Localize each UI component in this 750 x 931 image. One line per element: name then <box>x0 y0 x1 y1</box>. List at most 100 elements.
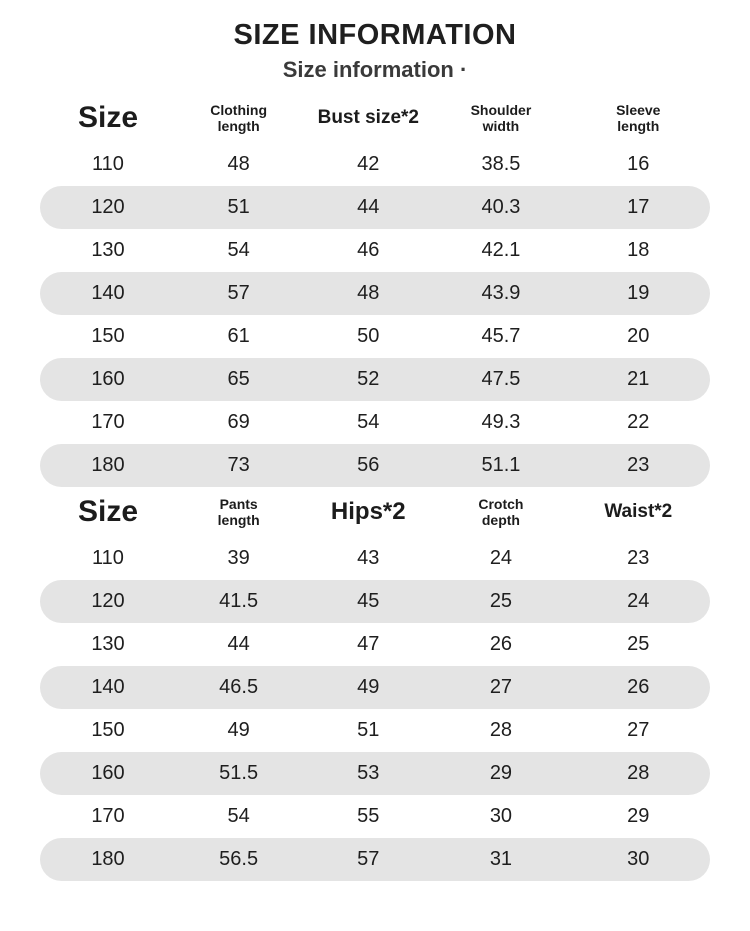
table-row: 160 51.5 53 29 28 <box>40 752 710 796</box>
table-cell: 19 <box>627 282 650 305</box>
table-cell: 22 <box>627 411 650 434</box>
table-cell: 120 <box>91 196 125 219</box>
table-cell: 42.1 <box>481 239 521 262</box>
header-row: Size Pants length Hips*2 Crotch depth Waist*… <box>40 487 710 537</box>
column-header: Pants length <box>217 496 260 529</box>
table-row: 150 49 51 28 27 <box>40 709 710 752</box>
table-cell: 48 <box>227 153 250 176</box>
table-cell: 47 <box>357 633 380 656</box>
page-subtitle: Size information · <box>282 56 468 82</box>
table-cell: 44 <box>357 196 380 219</box>
table-cell: 160 <box>91 762 125 785</box>
table-cell: 28 <box>627 762 650 785</box>
table-cell: 31 <box>489 848 513 871</box>
table-cell: 25 <box>627 633 650 656</box>
column-header: Clothing length <box>210 102 268 135</box>
table-row: 110 48 42 38.5 16 <box>40 143 710 186</box>
table-row: 180 56.5 57 31 30 <box>40 838 710 882</box>
table-cell: 49 <box>227 719 250 742</box>
table-cell: 65 <box>227 368 250 391</box>
table-cell: 53 <box>357 762 380 785</box>
column-header: Size <box>77 101 139 135</box>
table-row: 120 51 44 40.3 17 <box>40 186 710 230</box>
table-cell: 120 <box>91 590 125 613</box>
table-cell: 39 <box>227 547 250 570</box>
table-cell: 57 <box>227 282 250 305</box>
table-cell: 52 <box>357 368 380 391</box>
header-row: Size Clothing length Bust size*2 Shoulder w… <box>40 93 710 143</box>
table-cell: 55 <box>357 805 380 828</box>
table-row: 140 57 48 43.9 19 <box>40 272 710 316</box>
table-row: 180 73 56 51.1 23 <box>40 444 710 488</box>
table-cell: 41.5 <box>219 590 259 613</box>
table-row: 170 69 54 49.3 22 <box>40 401 710 444</box>
pants-size-table: Size Pants length Hips*2 Crotch depth Waist*… <box>40 487 710 882</box>
table-cell: 130 <box>91 239 125 262</box>
table-cell: 56.5 <box>219 848 259 871</box>
table-cell: 180 <box>91 848 125 871</box>
table-cell: 47.5 <box>481 368 521 391</box>
table-cell: 29 <box>627 805 650 828</box>
table-cell: 57 <box>357 848 380 871</box>
table-cell: 43.9 <box>481 282 521 305</box>
column-header: Shoulder width <box>470 102 532 135</box>
table-cell: 17 <box>627 196 650 219</box>
table-cell: 46.5 <box>219 676 259 699</box>
table-cell: 51.1 <box>481 454 521 477</box>
table-row: 150 61 50 45.7 20 <box>40 315 710 358</box>
page-title: SIZE INFORMATION <box>233 19 517 51</box>
table-cell: 51 <box>227 196 250 219</box>
table-row: 160 65 52 47.5 21 <box>40 358 710 402</box>
table-cell: 25 <box>489 590 513 613</box>
table-cell: 180 <box>91 454 125 477</box>
table-cell: 42 <box>357 153 380 176</box>
table-cell: 43 <box>357 547 380 570</box>
table-cell: 29 <box>489 762 513 785</box>
table-cell: 44 <box>227 633 250 656</box>
table-cell: 56 <box>357 454 380 477</box>
table-row: 110 39 43 24 23 <box>40 537 710 580</box>
table-row: 130 54 46 42.1 18 <box>40 229 710 272</box>
table-cell: 23 <box>627 454 650 477</box>
table-cell: 150 <box>91 325 125 348</box>
table-cell: 73 <box>227 454 250 477</box>
table-cell: 16 <box>627 153 650 176</box>
table-row: 140 46.5 49 27 26 <box>40 666 710 710</box>
column-header: Hips*2 <box>330 498 406 526</box>
table-cell: 170 <box>91 805 125 828</box>
column-header: Size <box>77 495 139 529</box>
table-cell: 110 <box>92 153 124 176</box>
table-cell: 23 <box>627 547 650 570</box>
table-row: 130 44 47 26 25 <box>40 623 710 666</box>
table-cell: 28 <box>489 719 513 742</box>
table-cell: 24 <box>489 547 513 570</box>
table-cell: 50 <box>357 325 380 348</box>
table-cell: 54 <box>357 411 380 434</box>
table-row: 120 41.5 45 25 24 <box>40 580 710 624</box>
table-cell: 21 <box>627 368 650 391</box>
table-cell: 51.5 <box>219 762 259 785</box>
table-cell: 69 <box>227 411 250 434</box>
table-cell: 24 <box>627 590 650 613</box>
table-cell: 48 <box>357 282 380 305</box>
table-cell: 20 <box>627 325 650 348</box>
table-cell: 54 <box>227 805 250 828</box>
table-cell: 30 <box>489 805 513 828</box>
table-cell: 110 <box>92 547 124 570</box>
table-cell: 140 <box>91 676 125 699</box>
table-cell: 40.3 <box>481 196 521 219</box>
table-cell: 38.5 <box>481 153 521 176</box>
table-cell: 27 <box>489 676 513 699</box>
table-cell: 61 <box>227 325 250 348</box>
table-cell: 160 <box>91 368 125 391</box>
table-cell: 54 <box>227 239 250 262</box>
size-tables: Size Clothing length Bust size*2 Shoulder w… <box>0 93 750 882</box>
table-cell: 18 <box>627 239 650 262</box>
column-header: Sleeve length <box>616 102 661 135</box>
table-cell: 49.3 <box>481 411 521 434</box>
table-cell: 26 <box>489 633 513 656</box>
table-row: 170 54 55 30 29 <box>40 795 710 838</box>
table-cell: 27 <box>627 719 650 742</box>
table-cell: 150 <box>91 719 125 742</box>
